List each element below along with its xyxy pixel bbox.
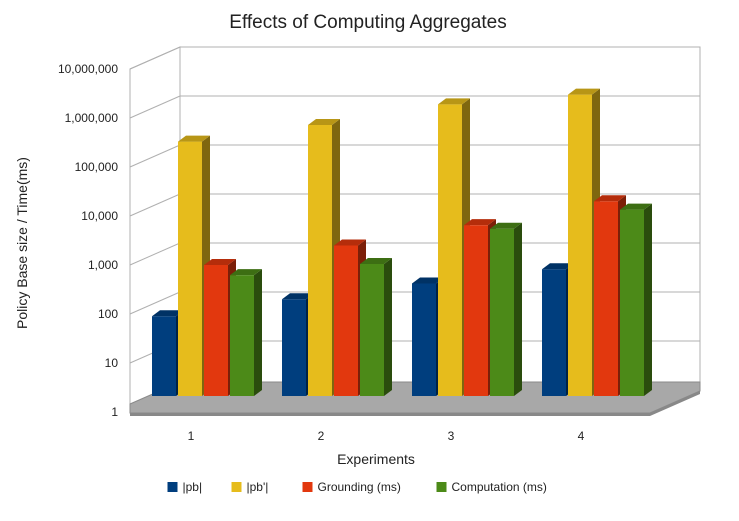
bar-front (204, 265, 228, 396)
x-tick-label: 1 (188, 429, 195, 443)
y-axis-ticks: 1 10 100 1,000 10,000 100,000 1,000,000 10,000,… (58, 62, 118, 419)
bar-front (282, 299, 306, 396)
legend-swatch (167, 482, 178, 492)
bar-side (254, 269, 262, 396)
legend-label: Computation (ms) (452, 480, 547, 494)
bar-front (230, 275, 254, 396)
bar-front (438, 104, 462, 397)
legend-swatch (302, 482, 313, 492)
bar-top (334, 239, 366, 246)
bar-front (178, 141, 202, 396)
y-tick-label: 10,000,000 (58, 62, 118, 76)
legend-item: |pb| (167, 480, 203, 494)
bar-top (360, 257, 392, 264)
x-tick-label: 3 (448, 429, 455, 443)
chart-title: Effects of Computing Aggregates (229, 12, 506, 33)
bar-top (568, 88, 600, 95)
legend: |pb| |pb'| Grounding (ms) Computation (ms) (167, 480, 547, 494)
bar-front (568, 94, 592, 396)
y-tick-label: 10,000 (81, 209, 118, 223)
bar-front (360, 263, 384, 396)
gridline-side (129, 144, 181, 168)
bar-top (438, 98, 470, 105)
y-tick-label: 10 (105, 356, 119, 370)
bar-front (490, 228, 514, 396)
bar-top (542, 263, 574, 270)
legend-swatch (231, 482, 242, 492)
bars (152, 88, 652, 397)
gridline-side (129, 242, 181, 266)
floor-edge (130, 391, 700, 416)
bar-top (594, 195, 626, 202)
legend-label: Grounding (ms) (318, 480, 401, 494)
bar-front (412, 283, 436, 396)
y-axis-label: Policy Base size / Time(ms) (14, 157, 30, 329)
bar (360, 257, 392, 396)
y-tick-label: 100,000 (75, 160, 119, 174)
y-tick-label: 100 (98, 307, 118, 321)
bar-top (620, 203, 652, 210)
legend-item: Grounding (ms) (302, 480, 401, 494)
bar-front (334, 245, 358, 396)
bar-front (152, 316, 176, 396)
legend-item: Computation (ms) (436, 480, 547, 494)
bar-front (464, 225, 488, 396)
legend-label: |pb'| (247, 480, 269, 494)
y-tick-label: 1 (111, 405, 118, 419)
bar-front (542, 269, 566, 396)
bar-front (594, 201, 618, 396)
gridline-side (129, 95, 181, 119)
gridline-side (129, 46, 181, 70)
bar-side (384, 257, 392, 396)
y-tick-label: 1,000 (88, 258, 118, 272)
x-axis-label: Experiments (337, 451, 415, 467)
bar-top (412, 277, 444, 284)
legend-swatch (436, 482, 447, 492)
x-tick-label: 4 (578, 429, 585, 443)
gridline-side (129, 291, 181, 315)
x-tick-label: 2 (318, 429, 325, 443)
x-axis-ticks: 1 2 3 4 (188, 429, 585, 443)
bar (620, 203, 652, 396)
bar-top (230, 269, 262, 276)
bar-side (644, 203, 652, 396)
bar-side (514, 222, 522, 396)
bar-top (308, 118, 340, 125)
bar-top (490, 222, 522, 229)
bar-top (178, 135, 210, 142)
bar (230, 269, 262, 396)
gridline-side (129, 193, 181, 217)
bar-top (464, 219, 496, 226)
bar-top (152, 310, 184, 317)
bar (490, 222, 522, 396)
legend-label: |pb| (183, 480, 203, 494)
y-tick-label: 1,000,000 (65, 111, 119, 125)
bar-front (308, 124, 332, 396)
bar-top (282, 293, 314, 300)
bar-front (620, 209, 644, 396)
legend-item: |pb'| (231, 480, 269, 494)
bar-top (204, 259, 236, 265)
